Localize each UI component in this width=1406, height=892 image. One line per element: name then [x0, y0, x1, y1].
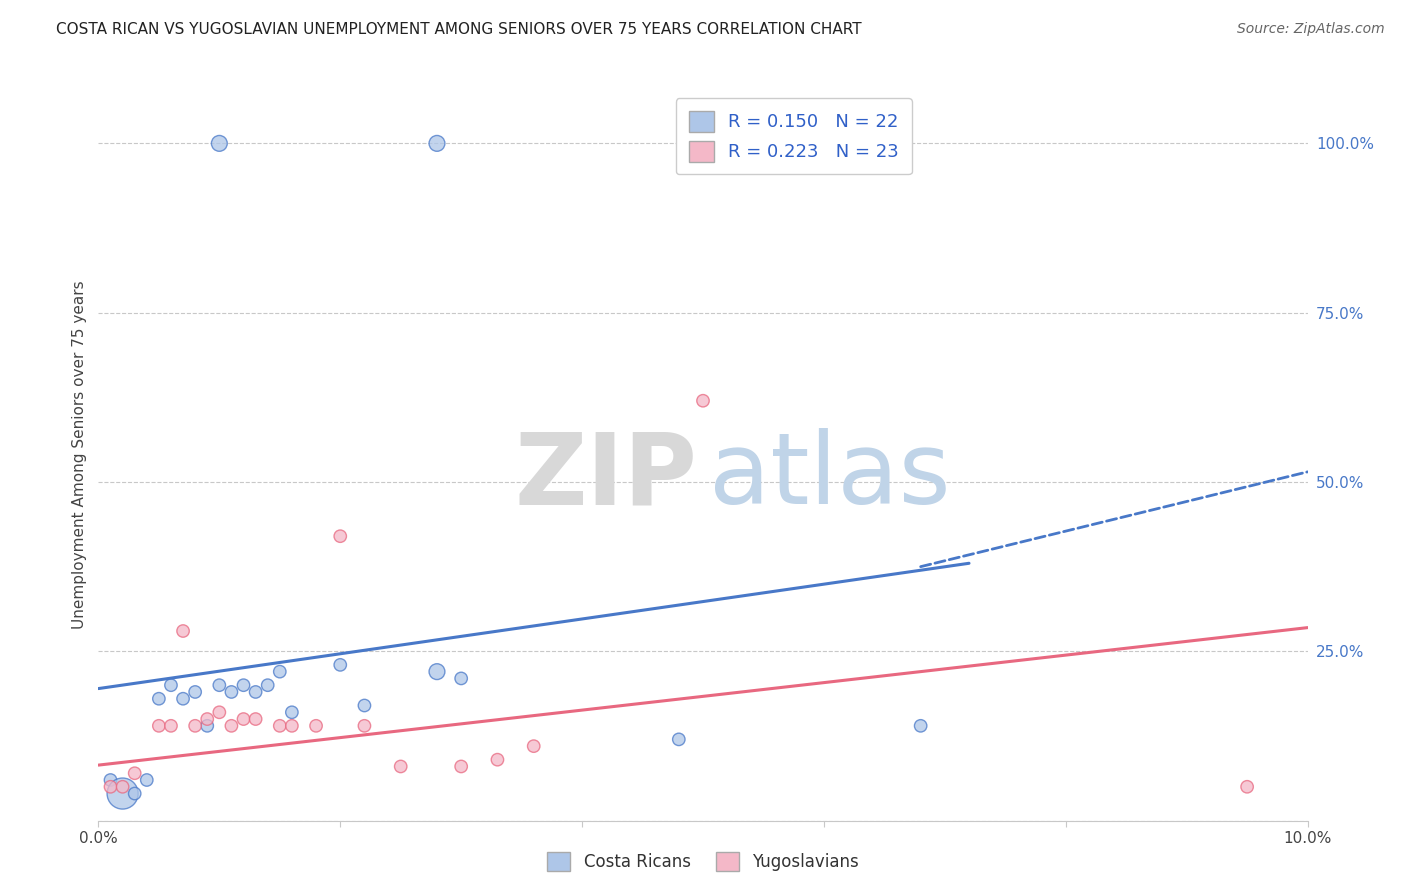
- Point: [208, 706, 231, 720]
- Point: [523, 739, 546, 753]
- Point: [353, 698, 375, 713]
- Point: [1236, 780, 1258, 794]
- Point: [172, 691, 194, 706]
- Point: [100, 780, 122, 794]
- Point: [221, 685, 243, 699]
- Point: [184, 719, 207, 733]
- Point: [232, 678, 254, 692]
- Point: [305, 719, 328, 733]
- Point: [184, 685, 207, 699]
- Point: [329, 657, 352, 672]
- Point: [148, 719, 170, 733]
- Text: atlas: atlas: [709, 428, 950, 525]
- Point: [426, 136, 449, 151]
- Point: [486, 753, 509, 767]
- Y-axis label: Unemployment Among Seniors over 75 years: Unemployment Among Seniors over 75 years: [72, 281, 87, 629]
- Point: [668, 732, 690, 747]
- Point: [195, 719, 218, 733]
- Point: [172, 624, 194, 638]
- Point: [426, 665, 449, 679]
- Point: [245, 685, 267, 699]
- Point: [195, 712, 218, 726]
- Point: [450, 672, 472, 686]
- Point: [221, 719, 243, 733]
- Point: [135, 772, 157, 787]
- Point: [281, 706, 304, 720]
- Point: [160, 719, 183, 733]
- Point: [329, 529, 352, 543]
- Legend: Costa Ricans, Yugoslavians: Costa Ricans, Yugoslavians: [540, 846, 866, 878]
- Point: [269, 719, 291, 733]
- Point: [245, 712, 267, 726]
- Text: ZIP: ZIP: [515, 428, 697, 525]
- Point: [353, 719, 375, 733]
- Text: COSTA RICAN VS YUGOSLAVIAN UNEMPLOYMENT AMONG SENIORS OVER 75 YEARS CORRELATION : COSTA RICAN VS YUGOSLAVIAN UNEMPLOYMENT …: [56, 22, 862, 37]
- Text: Source: ZipAtlas.com: Source: ZipAtlas.com: [1237, 22, 1385, 37]
- Point: [256, 678, 278, 692]
- Point: [450, 759, 472, 773]
- Point: [148, 691, 170, 706]
- Point: [111, 787, 134, 801]
- Point: [208, 678, 231, 692]
- Point: [124, 787, 146, 801]
- Point: [269, 665, 291, 679]
- Point: [281, 719, 304, 733]
- Point: [160, 678, 183, 692]
- Point: [389, 759, 412, 773]
- Point: [232, 712, 254, 726]
- Point: [692, 393, 714, 408]
- Point: [124, 766, 146, 780]
- Point: [100, 772, 122, 787]
- Point: [111, 780, 134, 794]
- Point: [910, 719, 932, 733]
- Point: [208, 136, 231, 151]
